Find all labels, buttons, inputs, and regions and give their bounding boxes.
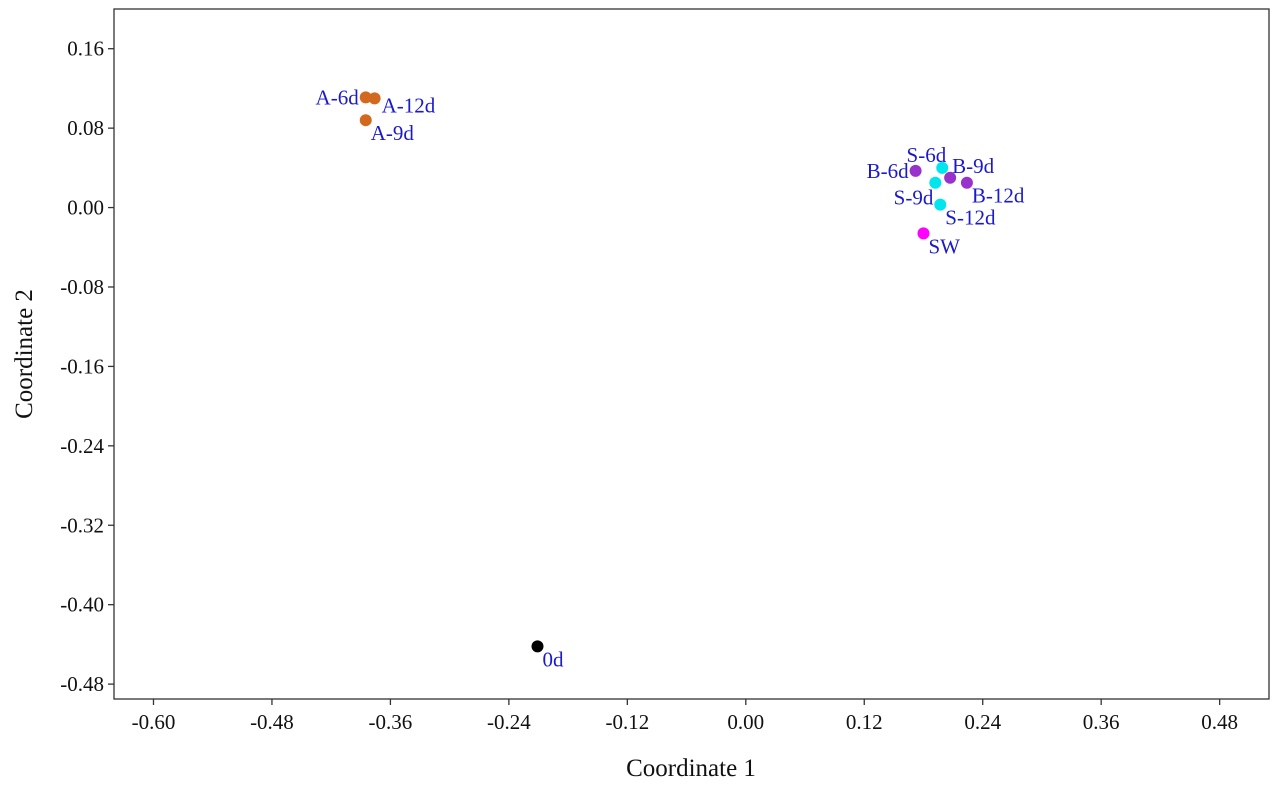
y-tick-label: -0.48 <box>60 672 104 696</box>
x-tick-label: -0.24 <box>487 710 531 734</box>
data-point-b-12d <box>960 176 973 189</box>
data-point-b-6d <box>909 164 922 177</box>
y-tick-label: -0.16 <box>60 354 104 378</box>
x-tick-label: 0.48 <box>1201 710 1238 734</box>
point-label-s-12d: S-12d <box>945 206 996 230</box>
point-label-0d: 0d <box>543 647 565 671</box>
data-point-b-9d <box>944 171 957 184</box>
y-tick-label: -0.32 <box>60 513 104 537</box>
point-labels: A-6d A-12d A-9d S-6dB-6d B-9d B-12d S-9d S-12d S… <box>316 85 1025 671</box>
x-axis-title: Coordinate 1 <box>626 755 756 782</box>
y-tick-label: 0.00 <box>67 196 104 220</box>
data-point-s-9d <box>929 176 942 189</box>
point-label-a-12d: A-12d <box>382 93 436 117</box>
x-axis-ticks: -0.60 -0.48 -0.36 -0.24 -0.12 0.00 0.12 0.24 0.3… <box>132 699 1238 734</box>
data-points <box>359 91 973 653</box>
y-tick-label: -0.40 <box>60 593 104 617</box>
x-tick-label: 0.00 <box>727 710 764 734</box>
data-point-sw <box>917 227 930 240</box>
point-label-s-6d: S-6d <box>907 143 947 167</box>
y-axis-ticks: 0.16 0.08 0.00 -0.08 -0.16 -0.24 -0.32 -0.40 -0.… <box>60 37 114 696</box>
data-point-a-6d <box>359 91 372 104</box>
data-point-s-12d <box>934 198 947 211</box>
y-tick-label: 0.08 <box>67 116 104 140</box>
plot-panel-border <box>113 8 1270 700</box>
point-label-a-6d: A-6d <box>316 85 360 109</box>
point-label-b-12d: B-12d <box>972 184 1025 208</box>
y-tick-label: -0.08 <box>60 275 104 299</box>
data-point-a-12d <box>368 92 381 105</box>
data-point-a-9d <box>359 114 372 127</box>
x-tick-label: 0.12 <box>846 710 883 734</box>
x-tick-label: -0.60 <box>132 710 176 734</box>
point-label-s-9d: S-9d <box>894 186 934 210</box>
x-tick-label: -0.12 <box>605 710 649 734</box>
point-label-a-9d: A-9d <box>371 121 415 145</box>
y-axis-title: Coordinate 2 <box>11 289 38 419</box>
x-tick-label: 0.36 <box>1083 710 1120 734</box>
x-tick-label: 0.24 <box>964 710 1001 734</box>
y-tick-label: -0.24 <box>60 434 104 458</box>
point-label-b-6d: B-6d <box>867 159 910 183</box>
data-point-s-6d <box>936 161 949 174</box>
data-point-0d <box>531 640 544 653</box>
point-label-b-9d: B-9d <box>952 154 995 178</box>
x-tick-label: -0.48 <box>250 710 294 734</box>
point-label-sw: SW <box>928 234 960 258</box>
y-tick-label: 0.16 <box>67 37 104 61</box>
x-tick-label: -0.36 <box>369 710 413 734</box>
